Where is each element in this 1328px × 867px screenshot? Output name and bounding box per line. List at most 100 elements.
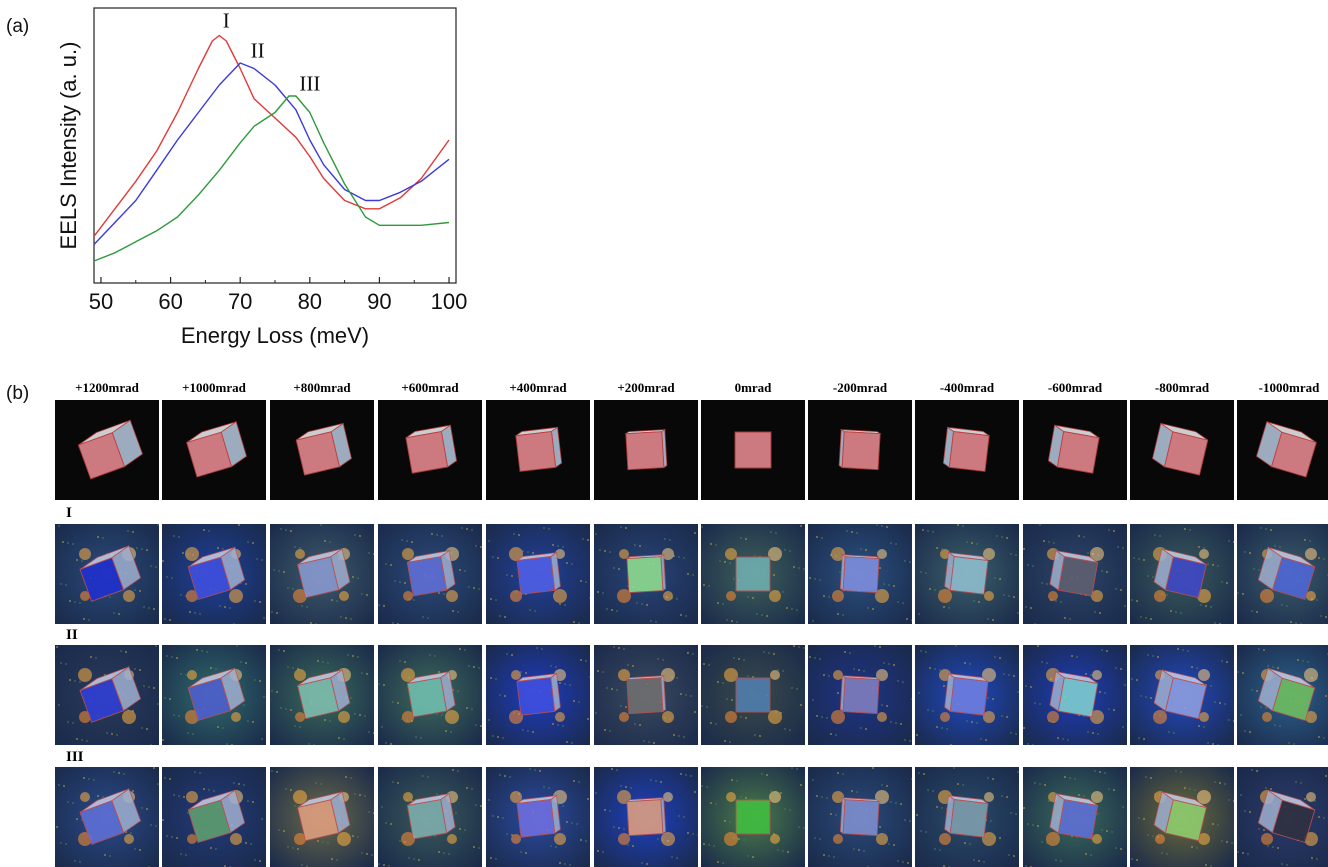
noise-speck (276, 691, 278, 693)
noise-speck (1023, 727, 1025, 729)
noise-speck (72, 722, 74, 724)
noise-speck (364, 795, 366, 797)
noise-speck (259, 680, 261, 682)
noise-speck (1221, 660, 1223, 662)
noise-speck (385, 822, 387, 824)
noise-speck (141, 548, 143, 550)
hotspot-glow (982, 668, 996, 682)
noise-speck (747, 855, 749, 857)
noise-speck (513, 533, 515, 535)
noise-speck (941, 807, 943, 809)
noise-speck (65, 663, 67, 665)
noise-speck (641, 603, 643, 605)
noise-speck (527, 551, 529, 553)
x-tick-label: 80 (298, 289, 322, 314)
noise-speck (1099, 771, 1101, 773)
noise-speck (1286, 864, 1288, 866)
noise-speck (1175, 770, 1177, 772)
geometry-tile (486, 400, 590, 500)
noise-speck (1240, 794, 1242, 796)
hotspot-glow (769, 590, 781, 602)
noise-speck (657, 838, 659, 840)
hotspot-glow (617, 790, 631, 804)
eels-map-tile (808, 524, 912, 624)
noise-speck (504, 695, 506, 697)
noise-speck (1152, 655, 1154, 657)
noise-speck (67, 542, 69, 544)
hotspot-glow (768, 547, 782, 561)
peak-annotation-1: I (223, 8, 230, 32)
cube-front-face (841, 431, 881, 471)
hotspot-glow (1199, 712, 1209, 722)
noise-speck (162, 560, 164, 562)
noise-speck (849, 652, 851, 654)
noise-speck (438, 592, 440, 594)
noise-speck (79, 602, 81, 604)
noise-speck (1094, 611, 1096, 613)
noise-speck (770, 531, 772, 533)
noise-speck (791, 767, 793, 769)
noise-speck (280, 707, 282, 709)
noise-speck (729, 741, 731, 743)
noise-speck (722, 603, 724, 605)
noise-speck (683, 736, 685, 738)
noise-speck (1037, 825, 1039, 827)
hotspot-glow (939, 833, 951, 845)
noise-speck (1140, 695, 1142, 697)
noise-speck (909, 820, 911, 822)
cube-front-face (1057, 799, 1099, 840)
noise-speck (378, 863, 380, 865)
noise-speck (1263, 829, 1265, 831)
noise-speck (381, 806, 383, 808)
noise-speck (604, 729, 606, 731)
noise-speck (327, 842, 329, 844)
noise-speck (616, 610, 618, 612)
hotspot-glow (554, 833, 566, 845)
eels-map-tile (55, 767, 159, 867)
cube-front-face (406, 556, 448, 597)
eels-map-tile (1130, 767, 1234, 867)
noise-speck (357, 836, 359, 838)
noise-speck (65, 584, 67, 586)
noise-speck (1281, 863, 1283, 865)
noise-speck (851, 531, 853, 533)
noise-speck (874, 645, 876, 647)
noise-speck (502, 817, 504, 819)
noise-speck (687, 573, 689, 575)
noise-speck (587, 718, 589, 720)
noise-speck (1316, 599, 1318, 601)
noise-speck (837, 613, 839, 615)
noise-speck (88, 778, 90, 780)
noise-speck (436, 713, 438, 715)
noise-speck (229, 607, 231, 609)
noise-speck (350, 618, 352, 620)
cube-front-face (626, 799, 664, 837)
noise-speck (397, 702, 399, 704)
noise-speck (999, 657, 1001, 659)
noise-speck (1196, 667, 1198, 669)
noise-speck (798, 646, 800, 648)
eels-map-tile (162, 645, 266, 745)
cube-front-face (842, 799, 880, 837)
noise-speck (627, 844, 629, 846)
hotspot-glow (832, 590, 844, 602)
noise-speck (1138, 558, 1140, 560)
noise-speck (67, 721, 69, 723)
noise-speck (1015, 554, 1017, 556)
noise-speck (562, 805, 564, 807)
noise-speck (819, 579, 821, 581)
noise-speck (247, 541, 249, 543)
noise-speck (1120, 668, 1122, 670)
noise-speck (1214, 701, 1216, 703)
hotspot-glow (662, 711, 674, 723)
noise-speck (125, 651, 127, 653)
noise-speck (1101, 649, 1103, 651)
noise-speck (1032, 565, 1034, 567)
noise-speck (557, 545, 559, 547)
noise-speck (1046, 583, 1048, 585)
noise-speck (660, 781, 662, 783)
hotspot-glow (555, 549, 565, 559)
noise-speck (992, 778, 994, 780)
noise-speck (625, 706, 627, 708)
noise-speck (865, 728, 867, 730)
